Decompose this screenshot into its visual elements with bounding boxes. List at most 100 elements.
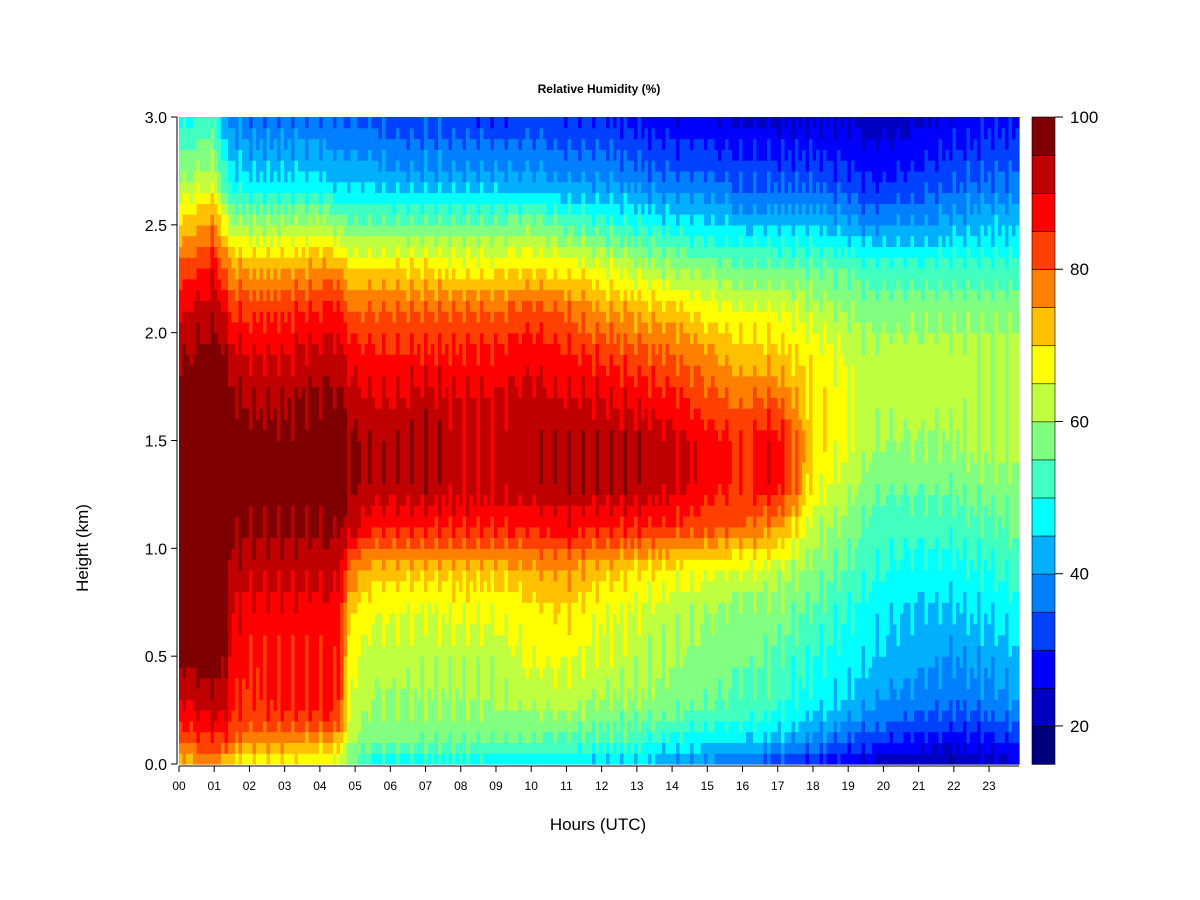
- heatmap-cell: [333, 666, 338, 679]
- heatmap-cell: [455, 505, 460, 517]
- heatmap-cell: [263, 634, 268, 646]
- heatmap-cell: [210, 429, 215, 442]
- heatmap-cell: [308, 408, 313, 420]
- heatmap-cell: [315, 742, 320, 754]
- heatmap-cell: [424, 429, 429, 442]
- heatmap-cell: [434, 731, 439, 744]
- heatmap-cell: [455, 343, 460, 355]
- heatmap-cell: [385, 666, 390, 679]
- heatmap-cell: [452, 720, 457, 733]
- heatmap-cell: [182, 613, 187, 625]
- heatmap-cell: [462, 289, 467, 301]
- heatmap-cell: [256, 569, 261, 582]
- heatmap-cell: [266, 569, 271, 582]
- heatmap-cell: [420, 257, 425, 269]
- heatmap-cell: [343, 645, 348, 657]
- heatmap-cell: [333, 591, 338, 603]
- heatmap-cell: [462, 386, 467, 398]
- heatmap-cell: [413, 332, 418, 345]
- heatmap-cell: [182, 591, 187, 603]
- heatmap-cell: [238, 192, 243, 204]
- heatmap-cell: [417, 710, 422, 722]
- heatmap-cell: [371, 591, 376, 603]
- heatmap-cell: [245, 742, 250, 754]
- heatmap-cell: [378, 138, 383, 150]
- heatmap-cell: [333, 645, 338, 657]
- heatmap-cell: [466, 634, 471, 646]
- heatmap-cell: [291, 386, 296, 398]
- heatmap-cell: [221, 559, 226, 571]
- heatmap-cell: [361, 613, 366, 625]
- heatmap-cell: [329, 408, 334, 420]
- heatmap-cell: [371, 451, 376, 463]
- heatmap-cell: [462, 526, 467, 539]
- heatmap-cell: [420, 526, 425, 539]
- heatmap-cell: [301, 278, 306, 291]
- heatmap-cell: [361, 332, 366, 345]
- heatmap-cell: [322, 688, 327, 700]
- heatmap-cell: [410, 472, 415, 485]
- heatmap-cell: [336, 321, 341, 334]
- heatmap-cell: [396, 160, 401, 172]
- heatmap-cell: [438, 418, 443, 431]
- heatmap-cell: [364, 666, 369, 679]
- heatmap-cell: [224, 526, 229, 539]
- heatmap-cell: [462, 117, 467, 129]
- heatmap-cell: [413, 505, 418, 517]
- heatmap-cell: [448, 332, 453, 345]
- heatmap-cell: [336, 267, 341, 280]
- heatmap-cell: [413, 731, 418, 744]
- heatmap-cell: [385, 246, 390, 258]
- heatmap-cell: [291, 289, 296, 301]
- heatmap-cell: [361, 634, 366, 646]
- heatmap-cell: [214, 203, 219, 215]
- heatmap-cell: [322, 203, 327, 215]
- heatmap-cell: [284, 602, 289, 614]
- heatmap-cell: [256, 720, 261, 733]
- heatmap-cell: [403, 354, 408, 366]
- heatmap-cell: [396, 548, 401, 560]
- heatmap-cell: [221, 138, 226, 150]
- heatmap-cell: [427, 386, 432, 398]
- heatmap-cell: [301, 472, 306, 485]
- heatmap-cell: [298, 548, 303, 560]
- heatmap-cell: [417, 203, 422, 215]
- heatmap-cell: [326, 548, 331, 560]
- heatmap-cell: [375, 634, 380, 646]
- heatmap-cell: [231, 418, 236, 431]
- heatmap-cell: [200, 418, 205, 431]
- heatmap-cell: [200, 634, 205, 646]
- heatmap-cell: [308, 559, 313, 571]
- heatmap-cell: [298, 321, 303, 334]
- heatmap-cell: [193, 246, 198, 258]
- heatmap-cell: [399, 472, 404, 485]
- heatmap-cell: [221, 267, 226, 280]
- heatmap-cell: [277, 300, 282, 312]
- heatmap-cell: [434, 710, 439, 722]
- heatmap-cell: [238, 224, 243, 237]
- heatmap-cell: [445, 742, 450, 754]
- heatmap-cell: [322, 321, 327, 334]
- heatmap-cell: [364, 688, 369, 700]
- heatmap-cell: [284, 580, 289, 593]
- heatmap-cell: [441, 289, 446, 301]
- heatmap-cell: [326, 117, 331, 129]
- heatmap-cell: [385, 720, 390, 733]
- heatmap-cell: [368, 181, 373, 194]
- heatmap-cell: [270, 235, 275, 247]
- heatmap-cell: [385, 645, 390, 657]
- heatmap-cell: [252, 742, 257, 754]
- heatmap-cell: [273, 375, 278, 388]
- heatmap-cell: [193, 117, 198, 129]
- heatmap-cell: [280, 559, 285, 571]
- heatmap-cell: [371, 365, 376, 377]
- heatmap-cell: [308, 580, 313, 593]
- heatmap-cell: [214, 645, 219, 657]
- heatmap-cell: [357, 462, 362, 474]
- heatmap-cell: [382, 494, 387, 506]
- heatmap-cell: [182, 365, 187, 377]
- heatmap-cell: [396, 753, 401, 765]
- heatmap-cell: [410, 289, 415, 301]
- heatmap-cell: [305, 343, 310, 355]
- heatmap-cell: [294, 224, 299, 237]
